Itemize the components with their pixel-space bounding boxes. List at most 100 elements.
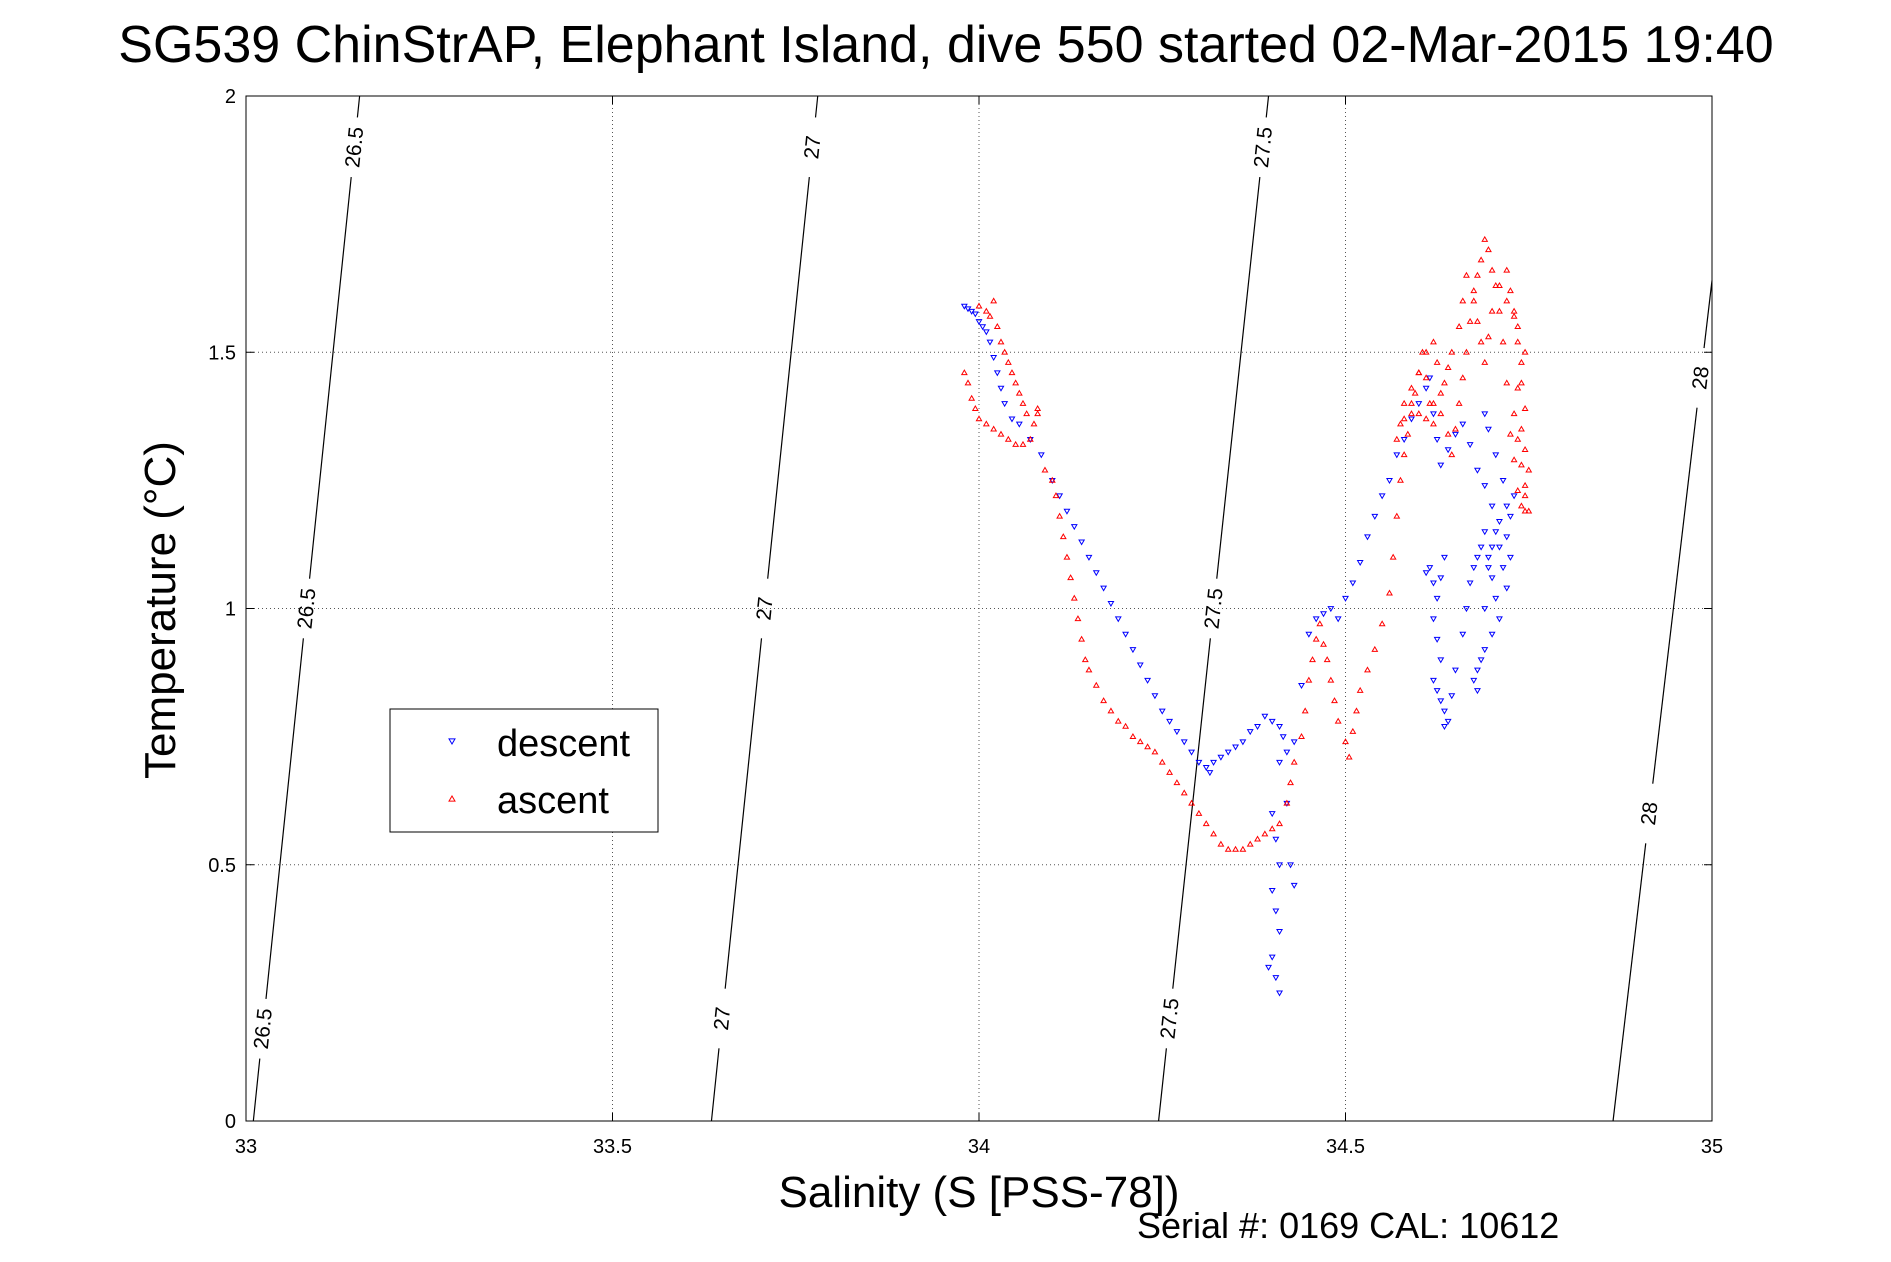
ascent-point bbox=[1136, 738, 1144, 745]
ascent-point bbox=[964, 379, 972, 386]
ascent-point bbox=[1114, 717, 1122, 724]
descent-point bbox=[1129, 647, 1137, 654]
descent-point bbox=[1429, 677, 1437, 684]
contour-label: 26.5 bbox=[341, 126, 368, 169]
contour-label: 26.5 bbox=[250, 1007, 277, 1050]
x-tick-label: 34 bbox=[968, 1136, 990, 1158]
descent-point bbox=[1481, 529, 1489, 536]
descent-point bbox=[1440, 708, 1448, 715]
ascent-point bbox=[1048, 476, 1056, 483]
legend-marker-descent bbox=[448, 738, 456, 745]
ascent-point bbox=[1015, 389, 1023, 396]
descent-point bbox=[1276, 929, 1284, 935]
descent-point bbox=[1268, 811, 1276, 818]
ascent-point bbox=[1276, 820, 1284, 827]
ascent-point bbox=[982, 307, 990, 314]
descent-point bbox=[1364, 534, 1371, 541]
descent-point bbox=[1477, 544, 1485, 551]
ascent-point bbox=[1254, 835, 1262, 842]
ascent-point bbox=[1012, 379, 1020, 386]
ascent-point bbox=[1525, 507, 1533, 514]
descent-point bbox=[1268, 888, 1276, 894]
ascent-point bbox=[1400, 451, 1408, 458]
descent-point bbox=[1334, 616, 1342, 623]
legend-label-ascent: ascent bbox=[497, 780, 609, 822]
descent-point bbox=[1290, 882, 1298, 889]
ascent-point bbox=[960, 369, 968, 376]
descent-point bbox=[1488, 631, 1496, 638]
descent-point bbox=[1429, 616, 1437, 623]
ascent-point bbox=[1158, 758, 1166, 765]
y-tick-label: 2 bbox=[225, 86, 236, 108]
ascent-point bbox=[1477, 256, 1485, 263]
descent-point bbox=[1166, 718, 1174, 725]
ascent-point bbox=[1415, 369, 1423, 376]
contour-label: 27 bbox=[800, 134, 825, 160]
contour-label: 27 bbox=[752, 596, 777, 622]
ascent-point bbox=[1481, 358, 1489, 365]
descent-point bbox=[1070, 524, 1078, 531]
descent-point bbox=[1085, 554, 1093, 561]
descent-point bbox=[1217, 754, 1225, 761]
descent-point bbox=[1470, 677, 1478, 684]
ascent-point bbox=[1195, 809, 1203, 816]
ascent-point bbox=[1495, 307, 1503, 314]
ascent-point bbox=[1386, 589, 1393, 596]
legend: descent ascent bbox=[389, 708, 659, 833]
ascent-point bbox=[1429, 420, 1437, 427]
ascent-point bbox=[1026, 435, 1034, 442]
descent-point bbox=[1349, 580, 1357, 587]
density-contour-line bbox=[1216, 177, 1261, 579]
ascent-point bbox=[1309, 656, 1316, 663]
ascent-point bbox=[1298, 733, 1305, 739]
descent-point bbox=[1393, 452, 1401, 459]
descent-point bbox=[1371, 513, 1379, 520]
descent-point bbox=[1444, 718, 1452, 725]
descent-point bbox=[1499, 478, 1507, 484]
ascent-point bbox=[1092, 681, 1100, 688]
descent-point bbox=[971, 311, 979, 318]
contour-label: 27 bbox=[710, 1006, 735, 1032]
descent-point bbox=[1484, 426, 1492, 433]
descent-point bbox=[1100, 585, 1108, 592]
ascent-point bbox=[1345, 753, 1353, 760]
contour-label: 27.5 bbox=[1156, 997, 1183, 1040]
ascent-point bbox=[986, 312, 994, 319]
ascent-point bbox=[1268, 825, 1276, 832]
legend-ascent-marker bbox=[448, 795, 456, 802]
ascent-point bbox=[1356, 686, 1364, 693]
descent-point bbox=[1283, 749, 1291, 756]
descent-point bbox=[1426, 565, 1434, 572]
ascent-point bbox=[1151, 748, 1159, 755]
density-contour-line bbox=[1265, 95, 1270, 118]
descent-point bbox=[1506, 513, 1514, 520]
descent-point bbox=[1298, 683, 1305, 689]
ascent-point bbox=[1202, 820, 1210, 827]
ascent-point bbox=[1342, 738, 1349, 745]
descent-point bbox=[1195, 759, 1203, 766]
ascent-point bbox=[1012, 440, 1020, 447]
ascent-point bbox=[1510, 312, 1518, 319]
descent-point bbox=[1056, 493, 1064, 500]
descent-point bbox=[990, 355, 998, 361]
descent-point bbox=[1158, 708, 1166, 715]
ascent-point bbox=[1301, 707, 1309, 714]
ascent-point bbox=[1448, 451, 1456, 458]
descent-point bbox=[1015, 421, 1023, 428]
contour-label: 28 bbox=[1637, 801, 1663, 827]
ascent-point bbox=[1070, 594, 1078, 601]
ascent-point bbox=[1514, 384, 1522, 391]
descent-point bbox=[1320, 611, 1327, 618]
ascent-point bbox=[1422, 374, 1430, 381]
ascent-point bbox=[1517, 425, 1525, 432]
descent-point bbox=[1305, 631, 1313, 638]
ascent-point bbox=[1085, 666, 1093, 673]
descent-point bbox=[1448, 693, 1456, 700]
descent-point bbox=[1272, 836, 1280, 843]
density-contour-line bbox=[265, 638, 304, 999]
descent-point bbox=[1268, 954, 1276, 961]
ascent-point bbox=[1407, 410, 1415, 417]
ascent-point bbox=[1063, 553, 1071, 560]
descent-point bbox=[1232, 744, 1240, 751]
